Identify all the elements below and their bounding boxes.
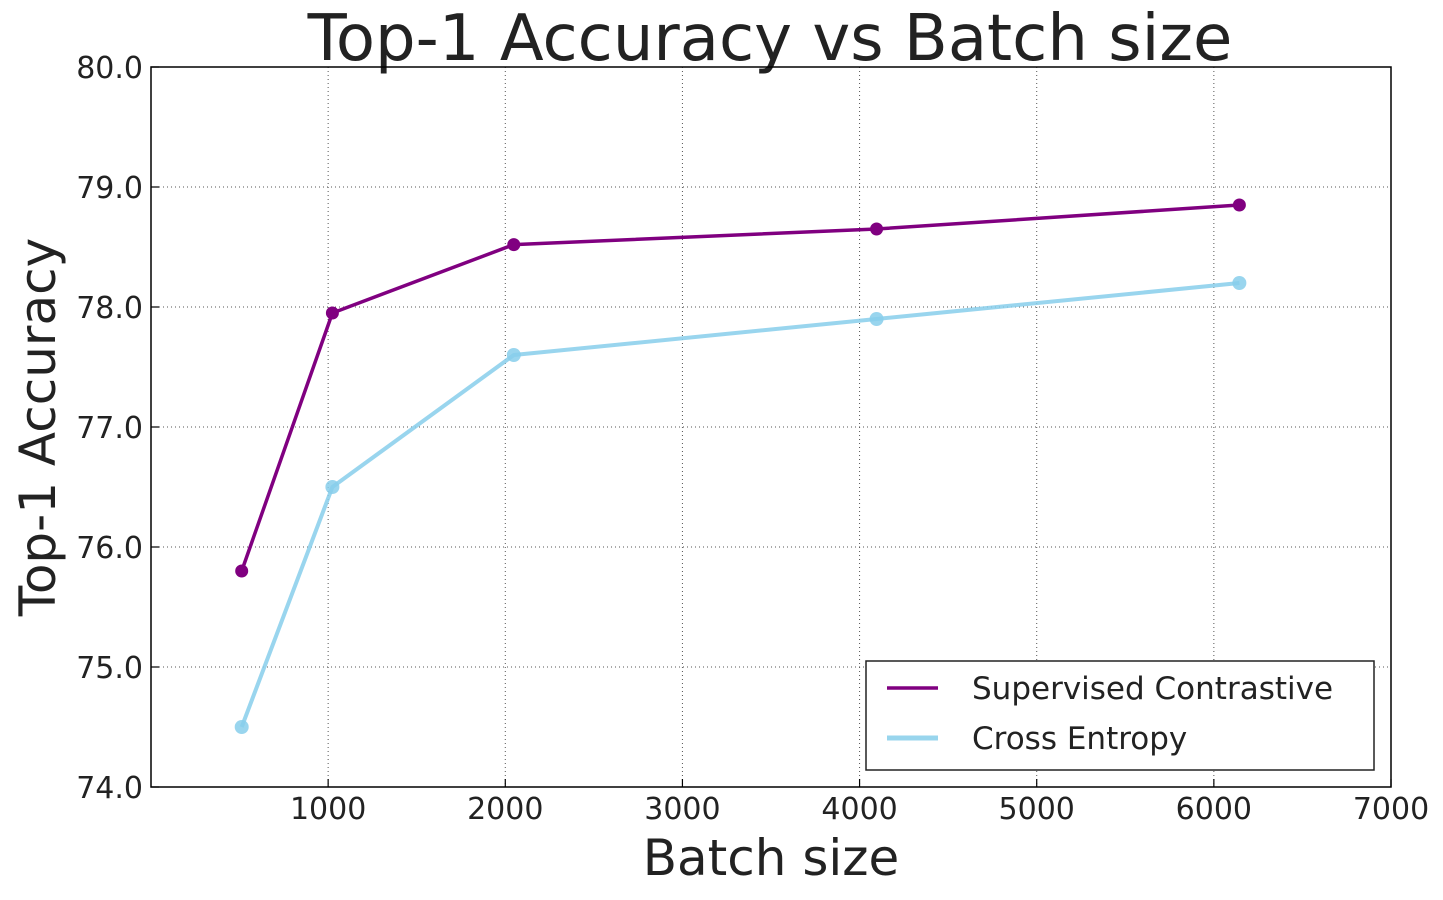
series-supervised-contrastive	[235, 198, 1246, 578]
legend-entry: Supervised Contrastive	[887, 671, 1333, 707]
y-tick-label: 75.0	[76, 651, 143, 686]
x-tick-label: 1000	[290, 792, 366, 827]
y-axis-label: Top-1 Accuracy	[9, 238, 67, 617]
series-cross-entropy	[234, 276, 1247, 734]
legend-label: Supervised Contrastive	[972, 671, 1333, 707]
data-point[interactable]	[325, 480, 340, 494]
y-tick-label: 80.0	[76, 51, 143, 86]
data-point[interactable]	[870, 222, 884, 236]
chart-title: Top-1 Accuracy vs Batch size	[307, 2, 1233, 76]
x-tick-label: 3000	[644, 792, 720, 827]
x-tick-label: 7000	[1353, 792, 1429, 827]
legend-entry: Cross Entropy	[887, 721, 1187, 757]
data-point[interactable]	[235, 564, 249, 578]
legend: Supervised Contrastive Cross Entropy	[865, 660, 1375, 771]
data-point[interactable]	[507, 238, 521, 252]
y-axis-ticks: 74.0 75.0 76.0 77.0 78.0 79.0 80.0	[76, 51, 159, 806]
x-axis-label: Batch size	[643, 829, 900, 887]
y-tick-label: 74.0	[76, 771, 143, 806]
x-tick-label: 2000	[467, 792, 543, 827]
data-point[interactable]	[234, 720, 249, 734]
series-line	[240, 203, 1240, 572]
legend-frame	[865, 660, 1375, 771]
y-tick-label: 76.0	[76, 531, 143, 566]
legend-label: Cross Entropy	[972, 721, 1187, 757]
y-tick-label: 77.0	[76, 411, 143, 446]
x-tick-label: 5000	[999, 792, 1075, 827]
y-tick-label: 79.0	[76, 171, 143, 206]
data-point[interactable]	[325, 306, 339, 320]
data-point[interactable]	[1232, 198, 1246, 212]
y-tick-label: 78.0	[76, 291, 143, 326]
data-point[interactable]	[506, 348, 521, 362]
series-group	[234, 198, 1247, 734]
x-tick-label: 6000	[1176, 792, 1252, 827]
data-point[interactable]	[869, 312, 884, 326]
x-axis-ticks: 1000 2000 3000 4000 5000 6000 7000	[290, 779, 1429, 827]
x-tick-label: 4000	[821, 792, 897, 827]
data-point[interactable]	[1232, 276, 1247, 290]
